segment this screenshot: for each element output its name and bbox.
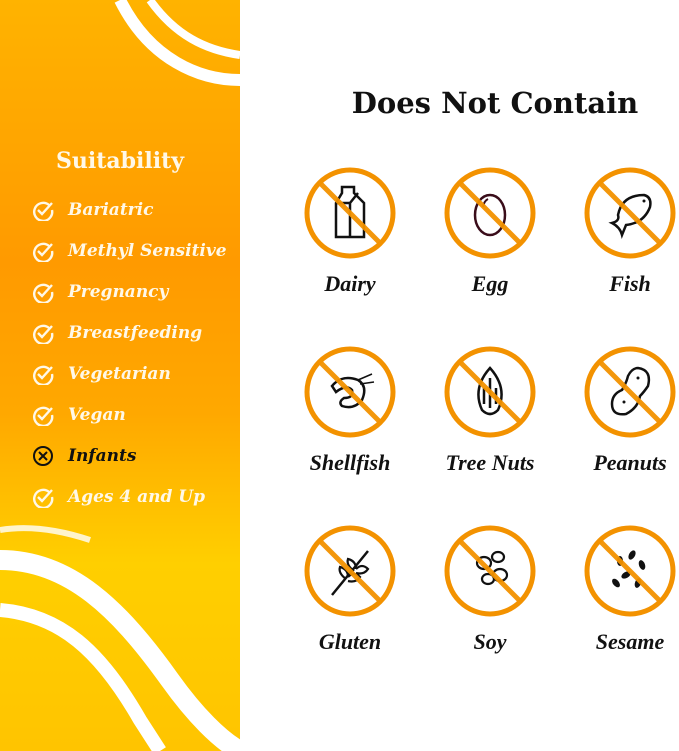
wave-decoration <box>0 0 240 751</box>
check-circle-icon <box>33 365 54 385</box>
prohibited-icon <box>304 525 396 617</box>
allergen-shellfish: Shellfish <box>280 344 420 476</box>
wheat-icon <box>304 525 396 617</box>
prohibited-icon <box>584 525 676 617</box>
milk-carton-icon <box>304 167 396 259</box>
allergen-label: Egg <box>471 271 509 296</box>
check-circle-icon <box>33 324 54 344</box>
allergen-label: Peanuts <box>593 450 667 475</box>
allergen-fish: Fish <box>560 165 679 297</box>
suitability-item: Bariatric <box>32 198 153 222</box>
check-circle-icon <box>33 283 54 303</box>
suitability-item: Breastfeeding <box>32 321 202 345</box>
suitability-item: Infants <box>32 444 136 468</box>
sesame-seeds-icon <box>584 525 676 617</box>
allergen-tree-nuts: Tree Nuts <box>420 344 560 476</box>
allergen-dairy: Dairy <box>280 165 420 297</box>
suitability-label: Ages 4 and Up <box>68 487 206 507</box>
allergen-gluten: Gluten <box>280 523 420 655</box>
allergen-label: Sesame <box>595 629 665 654</box>
check-circle-icon <box>33 242 54 262</box>
allergen-label: Gluten <box>318 629 382 654</box>
almond-icon <box>444 346 536 438</box>
suitability-label: Vegetarian <box>68 364 171 384</box>
allergen-label: Soy <box>473 629 507 654</box>
suitability-item: Pregnancy <box>32 280 168 304</box>
x-circle-icon <box>33 446 53 466</box>
suitability-item: Vegetarian <box>32 362 171 386</box>
prohibited-icon <box>444 525 536 617</box>
suitability-item: Vegan <box>32 403 126 427</box>
allergen-sesame: Sesame <box>560 523 679 655</box>
suitability-label: Vegan <box>68 405 126 425</box>
prohibited-icon <box>304 167 396 259</box>
suitability-title: Suitability <box>55 148 185 174</box>
suitability-item: Ages 4 and Up <box>32 485 205 509</box>
check-circle-icon <box>33 201 54 221</box>
prohibited-icon <box>444 346 536 438</box>
suitability-label: Bariatric <box>68 200 154 220</box>
fish-icon <box>584 167 676 259</box>
allergen-soy: Soy <box>420 523 560 655</box>
check-circle-icon <box>33 488 54 508</box>
prohibited-icon <box>444 167 536 259</box>
egg-icon <box>444 167 536 259</box>
does-not-contain-title: Does Not Contain <box>351 86 639 120</box>
suitability-label: Pregnancy <box>68 282 169 302</box>
allergen-egg: Egg <box>420 165 560 297</box>
check-circle-icon <box>33 406 54 426</box>
allergen-label: Shellfish <box>309 450 391 475</box>
prohibited-icon <box>304 346 396 438</box>
soybean-icon <box>444 525 536 617</box>
suitability-item: Methyl Sensitive <box>32 239 227 263</box>
prohibited-icon <box>584 346 676 438</box>
shrimp-icon <box>304 346 396 438</box>
prohibited-icon <box>584 167 676 259</box>
allergen-label: Dairy <box>324 271 376 296</box>
allergen-label: Tree Nuts <box>445 450 535 475</box>
suitability-label: Methyl Sensitive <box>68 241 227 261</box>
suitability-label: Breastfeeding <box>68 323 203 343</box>
suitability-panel: Suitability Bariatric Methyl Sensitive Pre… <box>0 0 240 751</box>
peanut-icon <box>584 346 676 438</box>
allergen-peanuts: Peanuts <box>560 344 679 476</box>
allergen-label: Fish <box>609 271 651 296</box>
suitability-label: Infants <box>68 446 137 466</box>
